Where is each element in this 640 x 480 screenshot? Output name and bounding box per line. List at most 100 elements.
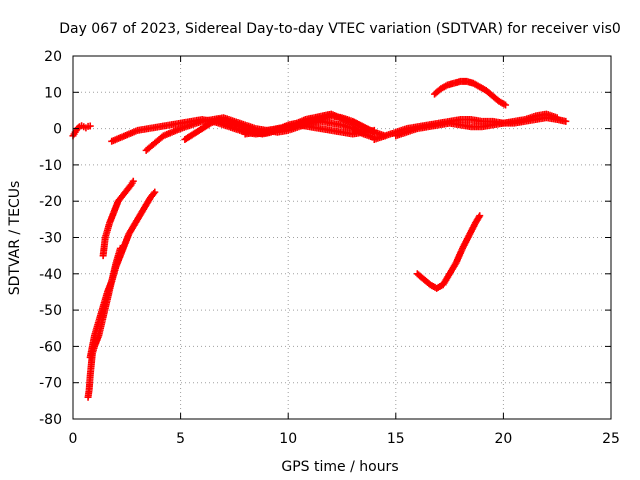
data-point-trail [102,221,113,240]
data-point-trail [338,114,351,125]
series-arc-h [241,121,378,138]
data-point-trail [144,140,157,153]
data-point-trail [533,110,549,120]
y-tick-label: -50 [39,303,62,319]
data-point-trail [394,129,409,139]
data-point-trail [115,193,125,204]
y-tick-label: -70 [39,376,62,392]
data-point-trail [217,116,230,125]
data-point-trail [264,125,280,134]
data-point-trail [87,351,96,367]
data-point-trail [544,111,559,121]
data-point-trail [472,213,483,226]
data-point-trail [232,125,247,136]
data-point-trail [512,116,527,125]
y-tick-label: -20 [39,194,62,210]
data-point-trail [128,179,136,187]
data-point-trail [168,119,183,129]
data-point-trail [126,224,136,236]
data-point [86,122,94,130]
data-point-trail [157,121,172,130]
data-point-trail [85,373,94,392]
data-point-trail [152,133,166,146]
data-point-trail [70,130,78,138]
data-point-trail [243,122,258,132]
y-tick-label: -40 [39,267,62,283]
data-point-trail [445,80,456,89]
data-point-trail [200,120,213,132]
data-point-trail [469,116,484,125]
data-point-trail [308,123,323,132]
data-point-trail [434,282,446,291]
data-point-trail [113,246,124,265]
data-point-trail [182,131,196,143]
data-point-trail [121,231,132,247]
data-point-trail [458,121,473,130]
data-point-trail [254,127,269,136]
data-point-trail [483,88,495,99]
data-point-trail [170,125,183,136]
data-point-trail [480,121,495,130]
data-point-trail [428,282,439,291]
data-point-trail [221,122,237,132]
data-point-trail [361,127,376,136]
data-point-trail [146,123,161,132]
data-point-trail [459,233,472,251]
data-point-trail [148,189,158,200]
y-tick-label: -10 [39,158,62,174]
data-point-trail [346,118,359,128]
data-point-trail [432,86,444,97]
data-point-trail [118,131,131,141]
data-point-trail [458,77,469,85]
data-point-trail [464,78,476,87]
data-point-trail [100,297,111,320]
series-arc-a [69,122,94,140]
chart-title: Day 067 of 2023, Sidereal Day-to-day VTE… [59,21,621,37]
data-point-trail [124,182,134,193]
data-point-trail [91,333,102,349]
data-point-trail [89,344,98,356]
data-point-trail [329,127,344,136]
data-point-trail [329,119,344,129]
data-point-trail [394,125,409,136]
series-arc-d [99,177,137,260]
data-point-trail [490,119,506,129]
data-point-trail [104,279,115,301]
data-point-trail [135,125,151,134]
data-point-trail [453,246,466,265]
data-point-trail [95,315,107,338]
x-tick-label: 15 [387,431,405,447]
data-point-trail [226,118,239,128]
data-point-trail [109,134,123,145]
data-point-trail [355,122,368,132]
data-point-trail [533,114,549,123]
data-point-trail [139,202,149,215]
data-point-trail [340,122,355,132]
series-arc-k [431,77,510,109]
data-point-trail [447,260,459,276]
y-tick-label: 10 [44,85,62,101]
grid-lines [73,56,611,419]
x-tick-label: 5 [176,431,185,447]
data-point-trail [523,113,538,123]
data-point-trail [439,82,450,92]
data-point-trail [477,84,489,94]
data-point-trail [191,126,205,137]
data-point-trail [318,125,333,134]
data-point-trail [469,123,484,131]
data-point-trail [189,118,204,128]
x-tick-label: 25 [602,431,620,447]
y-tick-label: -80 [39,412,62,428]
data-point-trail [415,123,430,132]
data-point-trail [91,319,102,338]
data-point-trail [178,122,194,132]
data-point-trail [421,276,433,288]
data-point-trail [452,78,463,87]
data-points-layer [69,77,570,401]
data-point-trail [501,118,516,127]
data-point-trail [383,129,398,139]
data-point-trail [120,188,130,198]
data-point-trail [297,121,312,130]
y-tick-label: -60 [39,339,62,355]
